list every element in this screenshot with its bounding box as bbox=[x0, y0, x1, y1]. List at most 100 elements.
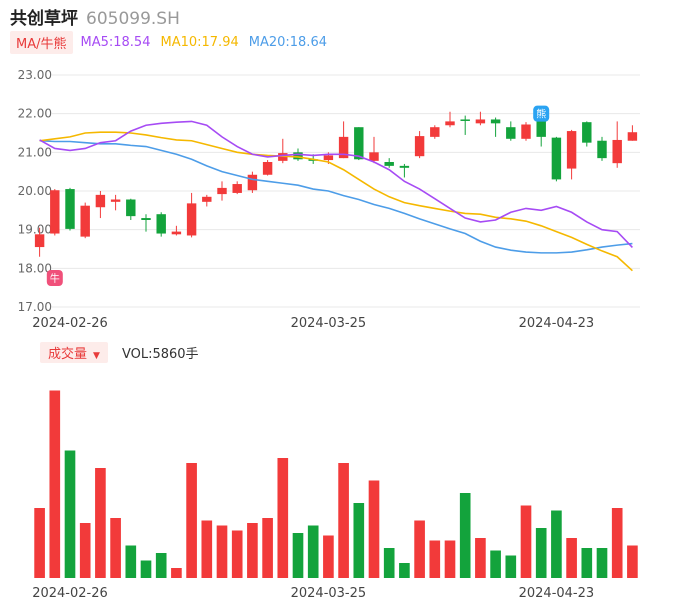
candle-body bbox=[156, 214, 166, 234]
candle-body bbox=[627, 132, 638, 141]
volume-bar bbox=[429, 540, 441, 578]
volume-bar bbox=[338, 463, 349, 578]
candle-body bbox=[65, 189, 75, 229]
volume-bar bbox=[490, 550, 501, 578]
candle-body bbox=[430, 127, 440, 137]
ma5-value: MA5:18.54 bbox=[80, 34, 151, 50]
price-axis: 23.00 22.00 21.00 20.00 19.00 18.00 17.00 bbox=[18, 68, 52, 314]
volume-bar bbox=[323, 535, 334, 578]
volume-bar bbox=[551, 510, 562, 578]
ma20-line bbox=[39, 139, 633, 254]
candle-body bbox=[354, 127, 364, 160]
volume-bar bbox=[459, 493, 471, 578]
volume-bar bbox=[171, 568, 182, 578]
candle-body bbox=[521, 124, 531, 139]
ma-legend: MA/牛熊 MA5:18.54 MA10:17.94 MA20:18.64 bbox=[10, 30, 337, 54]
volume-bar bbox=[353, 503, 365, 578]
candle-body bbox=[126, 199, 136, 217]
stock-code: 605099.SH bbox=[86, 9, 180, 29]
marker-text: 熊 bbox=[536, 108, 546, 121]
volume-value: VOL:5860手 bbox=[121, 346, 199, 362]
x-tick-label: 2024-04-23 bbox=[519, 586, 595, 601]
candle-body bbox=[566, 131, 577, 169]
volume-bar bbox=[383, 548, 395, 578]
volume-bar bbox=[535, 528, 547, 578]
candle-body bbox=[232, 184, 242, 193]
volume-bar bbox=[307, 525, 319, 578]
volume-legend: 成交量 ▼ VOL:5860手 bbox=[40, 341, 199, 363]
price-date-axis: 2024-02-26 2024-03-25 2024-04-23 bbox=[32, 316, 594, 331]
price-grid bbox=[52, 74, 640, 308]
candle-body bbox=[186, 203, 197, 236]
bull-marker-icon: 牛 bbox=[46, 270, 63, 286]
volume-bar bbox=[581, 548, 593, 578]
volume-bar bbox=[125, 545, 137, 578]
volume-bar bbox=[414, 520, 425, 578]
candle-body bbox=[536, 119, 546, 137]
candle-body bbox=[110, 199, 121, 202]
volume-bar bbox=[596, 548, 608, 578]
bull-bear-markers: 牛熊 bbox=[46, 105, 550, 286]
marker-badge bbox=[46, 270, 63, 286]
candle-body bbox=[247, 174, 258, 191]
volume-bar bbox=[247, 523, 258, 578]
candle-body bbox=[323, 155, 334, 161]
volume-bar bbox=[216, 525, 228, 578]
volume-bar bbox=[262, 518, 273, 578]
marker-text: 牛 bbox=[50, 272, 60, 285]
candle-body bbox=[490, 119, 501, 124]
bear-marker-icon: 熊 bbox=[533, 105, 550, 122]
volume-bar bbox=[110, 518, 121, 578]
ma-indicator-selector[interactable]: MA/牛熊 bbox=[10, 30, 73, 54]
volume-indicator-selector[interactable]: 成交量 ▼ bbox=[40, 341, 108, 363]
volume-bar bbox=[277, 458, 289, 578]
candle-body bbox=[612, 139, 622, 164]
candle-body bbox=[369, 152, 379, 161]
volume-bar bbox=[368, 480, 380, 578]
stock-name: 共创草坪 bbox=[10, 9, 78, 29]
candle-body bbox=[50, 190, 60, 234]
candle-body bbox=[445, 121, 455, 126]
volume-date-axis: 2024-02-26 2024-03-25 2024-04-23 bbox=[32, 586, 594, 601]
candle-body bbox=[171, 231, 182, 235]
ma5-line bbox=[39, 120, 633, 249]
candle-body bbox=[460, 119, 470, 121]
volume-bar bbox=[292, 533, 304, 578]
candle-body bbox=[34, 234, 45, 248]
y-tick-label: 20.00 bbox=[18, 184, 52, 198]
candle-body bbox=[399, 165, 410, 168]
y-tick-label: 17.00 bbox=[18, 300, 52, 314]
candle-body bbox=[262, 162, 273, 175]
volume-bar bbox=[64, 450, 76, 578]
candle-body bbox=[293, 152, 303, 160]
volume-bar bbox=[95, 468, 106, 578]
volume-bar bbox=[231, 530, 243, 578]
volume-bar bbox=[79, 523, 91, 578]
volume-tag-label: 成交量 bbox=[48, 346, 88, 362]
x-tick-label: 2024-03-25 bbox=[291, 586, 367, 601]
candle-body bbox=[338, 136, 349, 159]
volume-bar bbox=[475, 538, 486, 578]
volume-bar bbox=[186, 463, 197, 578]
volume-bar bbox=[140, 560, 152, 578]
stock-header: 共创草坪 605099.SH bbox=[10, 4, 180, 29]
candle-body bbox=[506, 127, 516, 139]
y-tick-label: 18.00 bbox=[18, 261, 52, 275]
volume-bar bbox=[611, 508, 623, 578]
candle-body bbox=[597, 140, 607, 159]
ma10-value: MA10:17.94 bbox=[160, 34, 239, 50]
y-tick-label: 21.00 bbox=[18, 145, 52, 159]
candle-body bbox=[582, 122, 592, 143]
ma10-line bbox=[39, 131, 633, 272]
volume-bar bbox=[49, 390, 61, 578]
candle-body bbox=[95, 194, 106, 208]
candle-body bbox=[414, 136, 425, 157]
candle-body bbox=[141, 218, 151, 220]
x-tick-label: 2024-02-26 bbox=[32, 316, 108, 331]
marker-badge bbox=[533, 105, 550, 122]
candlesticks bbox=[34, 111, 638, 257]
candle-body bbox=[80, 205, 90, 237]
volume-bar bbox=[399, 563, 410, 578]
moving-average-lines bbox=[39, 120, 633, 272]
